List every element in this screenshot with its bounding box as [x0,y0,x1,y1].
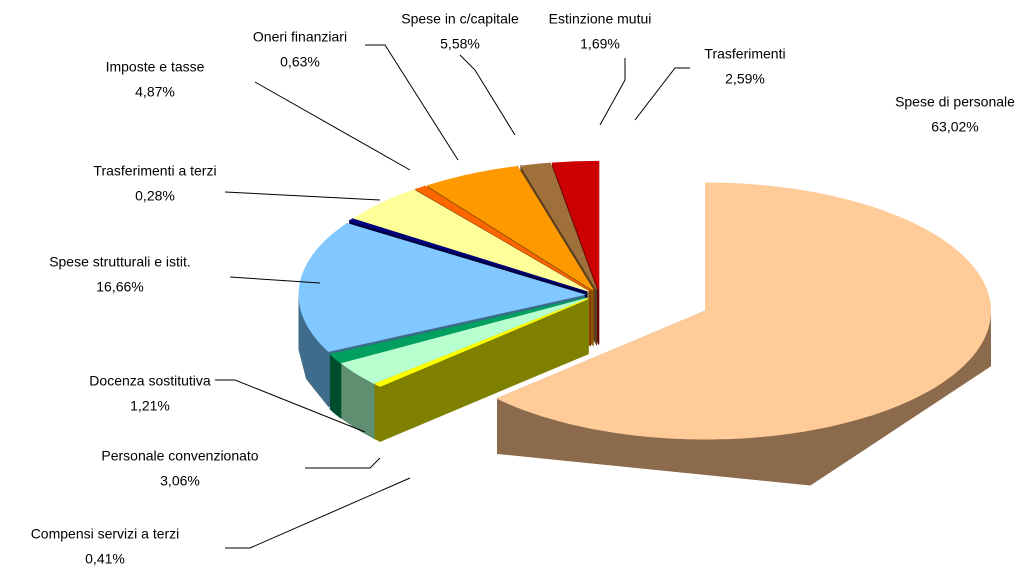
slice-label: Spese in c/capitale [401,11,519,27]
slice-top [298,223,587,352]
slice-label: Spese di personale [895,94,1015,110]
slice-value-label: 1,21% [130,398,170,414]
slice-top [551,160,600,290]
slice-value-label: 63,02% [931,119,978,135]
slice-value-label: 16,66% [96,279,143,295]
slice-label: Oneri finanziari [253,29,347,45]
slice-top [329,297,587,364]
leader-line [305,457,381,469]
slice-value-label: 2,59% [725,71,765,87]
slice-label: Trasferimenti a terzi [93,163,216,179]
slice-top [340,297,588,384]
leader-line [224,191,381,201]
slice-value-label: 0,41% [85,551,125,567]
slice [374,298,589,443]
leader-line [365,44,459,161]
slice-value-label: 3,06% [160,473,200,489]
slice-top [352,189,589,292]
slice-label: Estinzione mutui [549,11,652,27]
slice [496,182,991,486]
leader-line [215,379,366,433]
slice-label: Docenza sostitutiva [89,373,211,389]
leader-line [229,276,321,284]
leader-line [459,54,516,136]
slice-value-label: 0,63% [280,54,320,70]
slice-label: Spese strutturali e istit. [49,254,191,270]
slice-label: Compensi servizi a terzi [31,526,180,542]
slice-top [520,162,598,290]
slice-value-label: 1,69% [580,36,620,52]
slice-value-label: 0,28% [135,188,175,204]
slice-top [414,185,591,291]
slice-wall [374,382,381,443]
leader-line [254,81,411,171]
slice-top [426,165,594,291]
slice-top [374,298,589,387]
slice-label: Trasferimenti [704,46,785,62]
slice-value-label: 4,87% [135,84,175,100]
slice-label: Personale convenzionato [101,448,258,464]
slice-top [348,218,587,293]
leader-line [634,67,690,121]
slice-wall [329,353,342,419]
slice-top [496,182,991,440]
slice-value-label: 5,58% [440,36,480,52]
slice-label: Imposte e tasse [106,59,205,75]
leader-line [599,58,626,126]
leader-line [225,477,411,549]
